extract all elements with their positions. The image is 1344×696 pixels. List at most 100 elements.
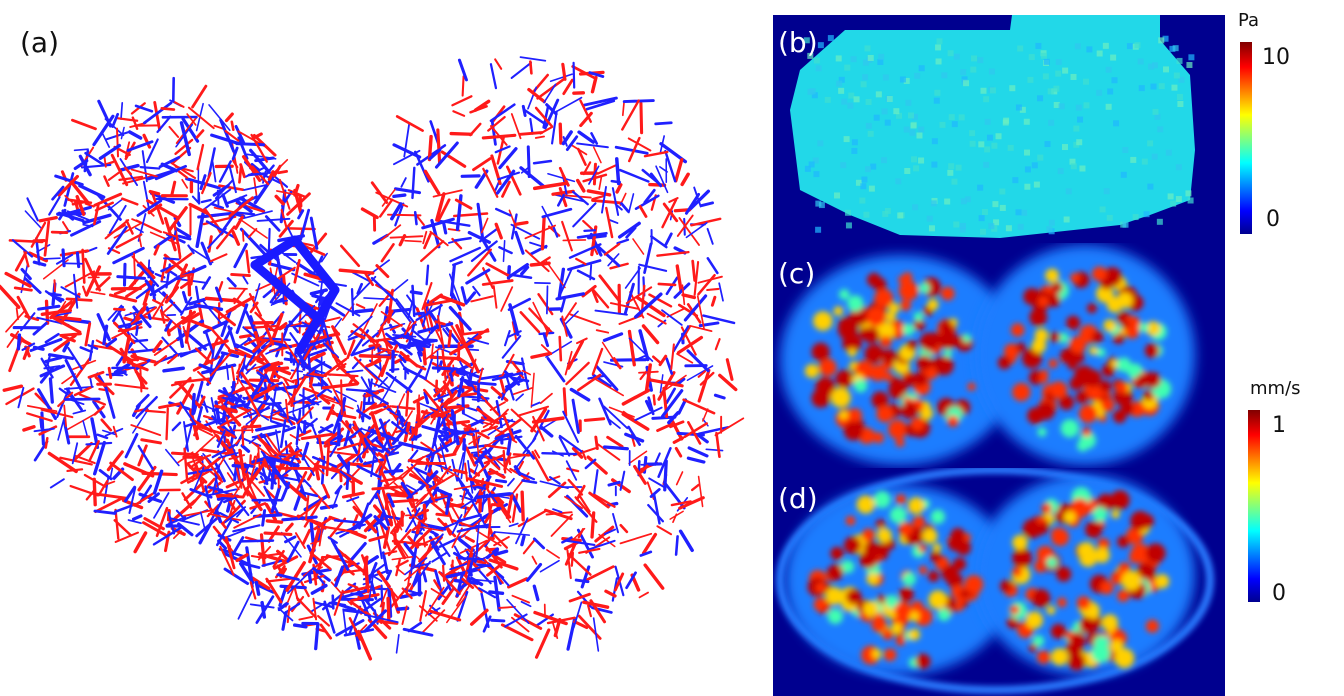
vessel xyxy=(198,520,213,545)
vessel xyxy=(309,551,332,571)
vessel xyxy=(242,471,265,497)
vessel xyxy=(532,409,550,443)
velocity-spot xyxy=(967,382,976,391)
vessel xyxy=(660,374,687,394)
vessel xyxy=(330,539,350,571)
vessel xyxy=(303,493,330,512)
vessel xyxy=(419,470,439,491)
vessel xyxy=(97,99,112,128)
vessel xyxy=(339,470,352,481)
vessel xyxy=(15,307,19,321)
vessel xyxy=(384,550,398,555)
vessel xyxy=(222,551,249,566)
vessel xyxy=(410,433,422,442)
vessel xyxy=(423,388,447,417)
vessel xyxy=(572,61,576,89)
pressure-pixel xyxy=(1083,102,1090,109)
pressure-pixel xyxy=(867,130,874,137)
vessel xyxy=(240,371,257,395)
vessel xyxy=(226,277,237,288)
vessel xyxy=(561,130,573,146)
vessel xyxy=(591,290,599,304)
vessel xyxy=(188,202,209,215)
vessel xyxy=(165,448,180,467)
vessel xyxy=(92,477,97,507)
velocity-spot xyxy=(1058,332,1069,344)
pressure-pixel xyxy=(981,209,988,216)
vessel xyxy=(587,604,592,618)
vessel xyxy=(484,444,508,450)
vessel xyxy=(644,363,652,392)
vessel xyxy=(125,219,134,235)
vessel xyxy=(428,148,442,161)
vessel xyxy=(368,562,387,577)
vessel xyxy=(697,475,704,508)
pressure-pixel xyxy=(978,141,985,148)
vessel xyxy=(442,380,454,399)
pressure-pixel xyxy=(850,56,857,63)
vessel xyxy=(507,577,529,589)
pressure-pixel xyxy=(1134,42,1141,49)
vessel xyxy=(434,141,459,169)
velocity-spot xyxy=(1010,323,1025,337)
vessel xyxy=(322,397,354,410)
vessel xyxy=(441,588,455,606)
vessel xyxy=(582,96,618,107)
velocity-spot xyxy=(1075,390,1089,404)
vessel xyxy=(137,465,157,492)
vessel xyxy=(248,343,271,366)
vessel xyxy=(234,347,251,356)
vessel xyxy=(158,156,181,169)
vessel xyxy=(578,493,591,513)
vessel xyxy=(258,363,271,372)
pressure-pixel xyxy=(1147,140,1154,147)
vessel xyxy=(102,324,109,346)
velocity-spot xyxy=(1145,619,1159,633)
vessel xyxy=(137,444,148,467)
vessel xyxy=(426,439,458,458)
vessel xyxy=(164,252,193,274)
vessel xyxy=(217,534,232,542)
vessel xyxy=(500,286,514,312)
vessel xyxy=(543,83,557,104)
vessel xyxy=(177,522,194,537)
vessel xyxy=(515,517,529,545)
velocity-spot xyxy=(864,344,884,364)
vessel xyxy=(73,148,89,152)
vessel xyxy=(453,483,484,491)
vessel xyxy=(297,209,305,220)
velocity-spot xyxy=(873,432,884,444)
vessel xyxy=(445,493,452,515)
vessel xyxy=(82,223,94,228)
vessel xyxy=(207,147,216,178)
vessel xyxy=(672,325,690,353)
vessel xyxy=(508,522,519,528)
vessel xyxy=(130,168,159,178)
vessel xyxy=(287,375,307,406)
vessel xyxy=(359,327,376,345)
vessel xyxy=(64,194,73,203)
pressure-pixel xyxy=(1037,154,1044,161)
pressure-pixel xyxy=(931,138,938,145)
vessel xyxy=(149,231,180,246)
vessel xyxy=(22,425,36,432)
vessel xyxy=(132,305,152,329)
vessel xyxy=(593,377,624,397)
velocity-spot xyxy=(1118,562,1131,575)
vessel xyxy=(335,619,365,637)
vessel xyxy=(250,576,271,591)
vessel xyxy=(284,522,294,533)
vessel xyxy=(209,351,232,377)
vessel xyxy=(580,565,591,589)
velocity-spot xyxy=(1041,503,1052,514)
vessel xyxy=(501,335,522,359)
vessel xyxy=(292,623,308,629)
vessel xyxy=(75,251,81,269)
vessel xyxy=(376,492,385,509)
vessel xyxy=(138,264,160,288)
pressure-pixel xyxy=(865,99,872,106)
vessel xyxy=(284,480,308,502)
vessel xyxy=(170,379,193,387)
vessel xyxy=(456,583,472,607)
